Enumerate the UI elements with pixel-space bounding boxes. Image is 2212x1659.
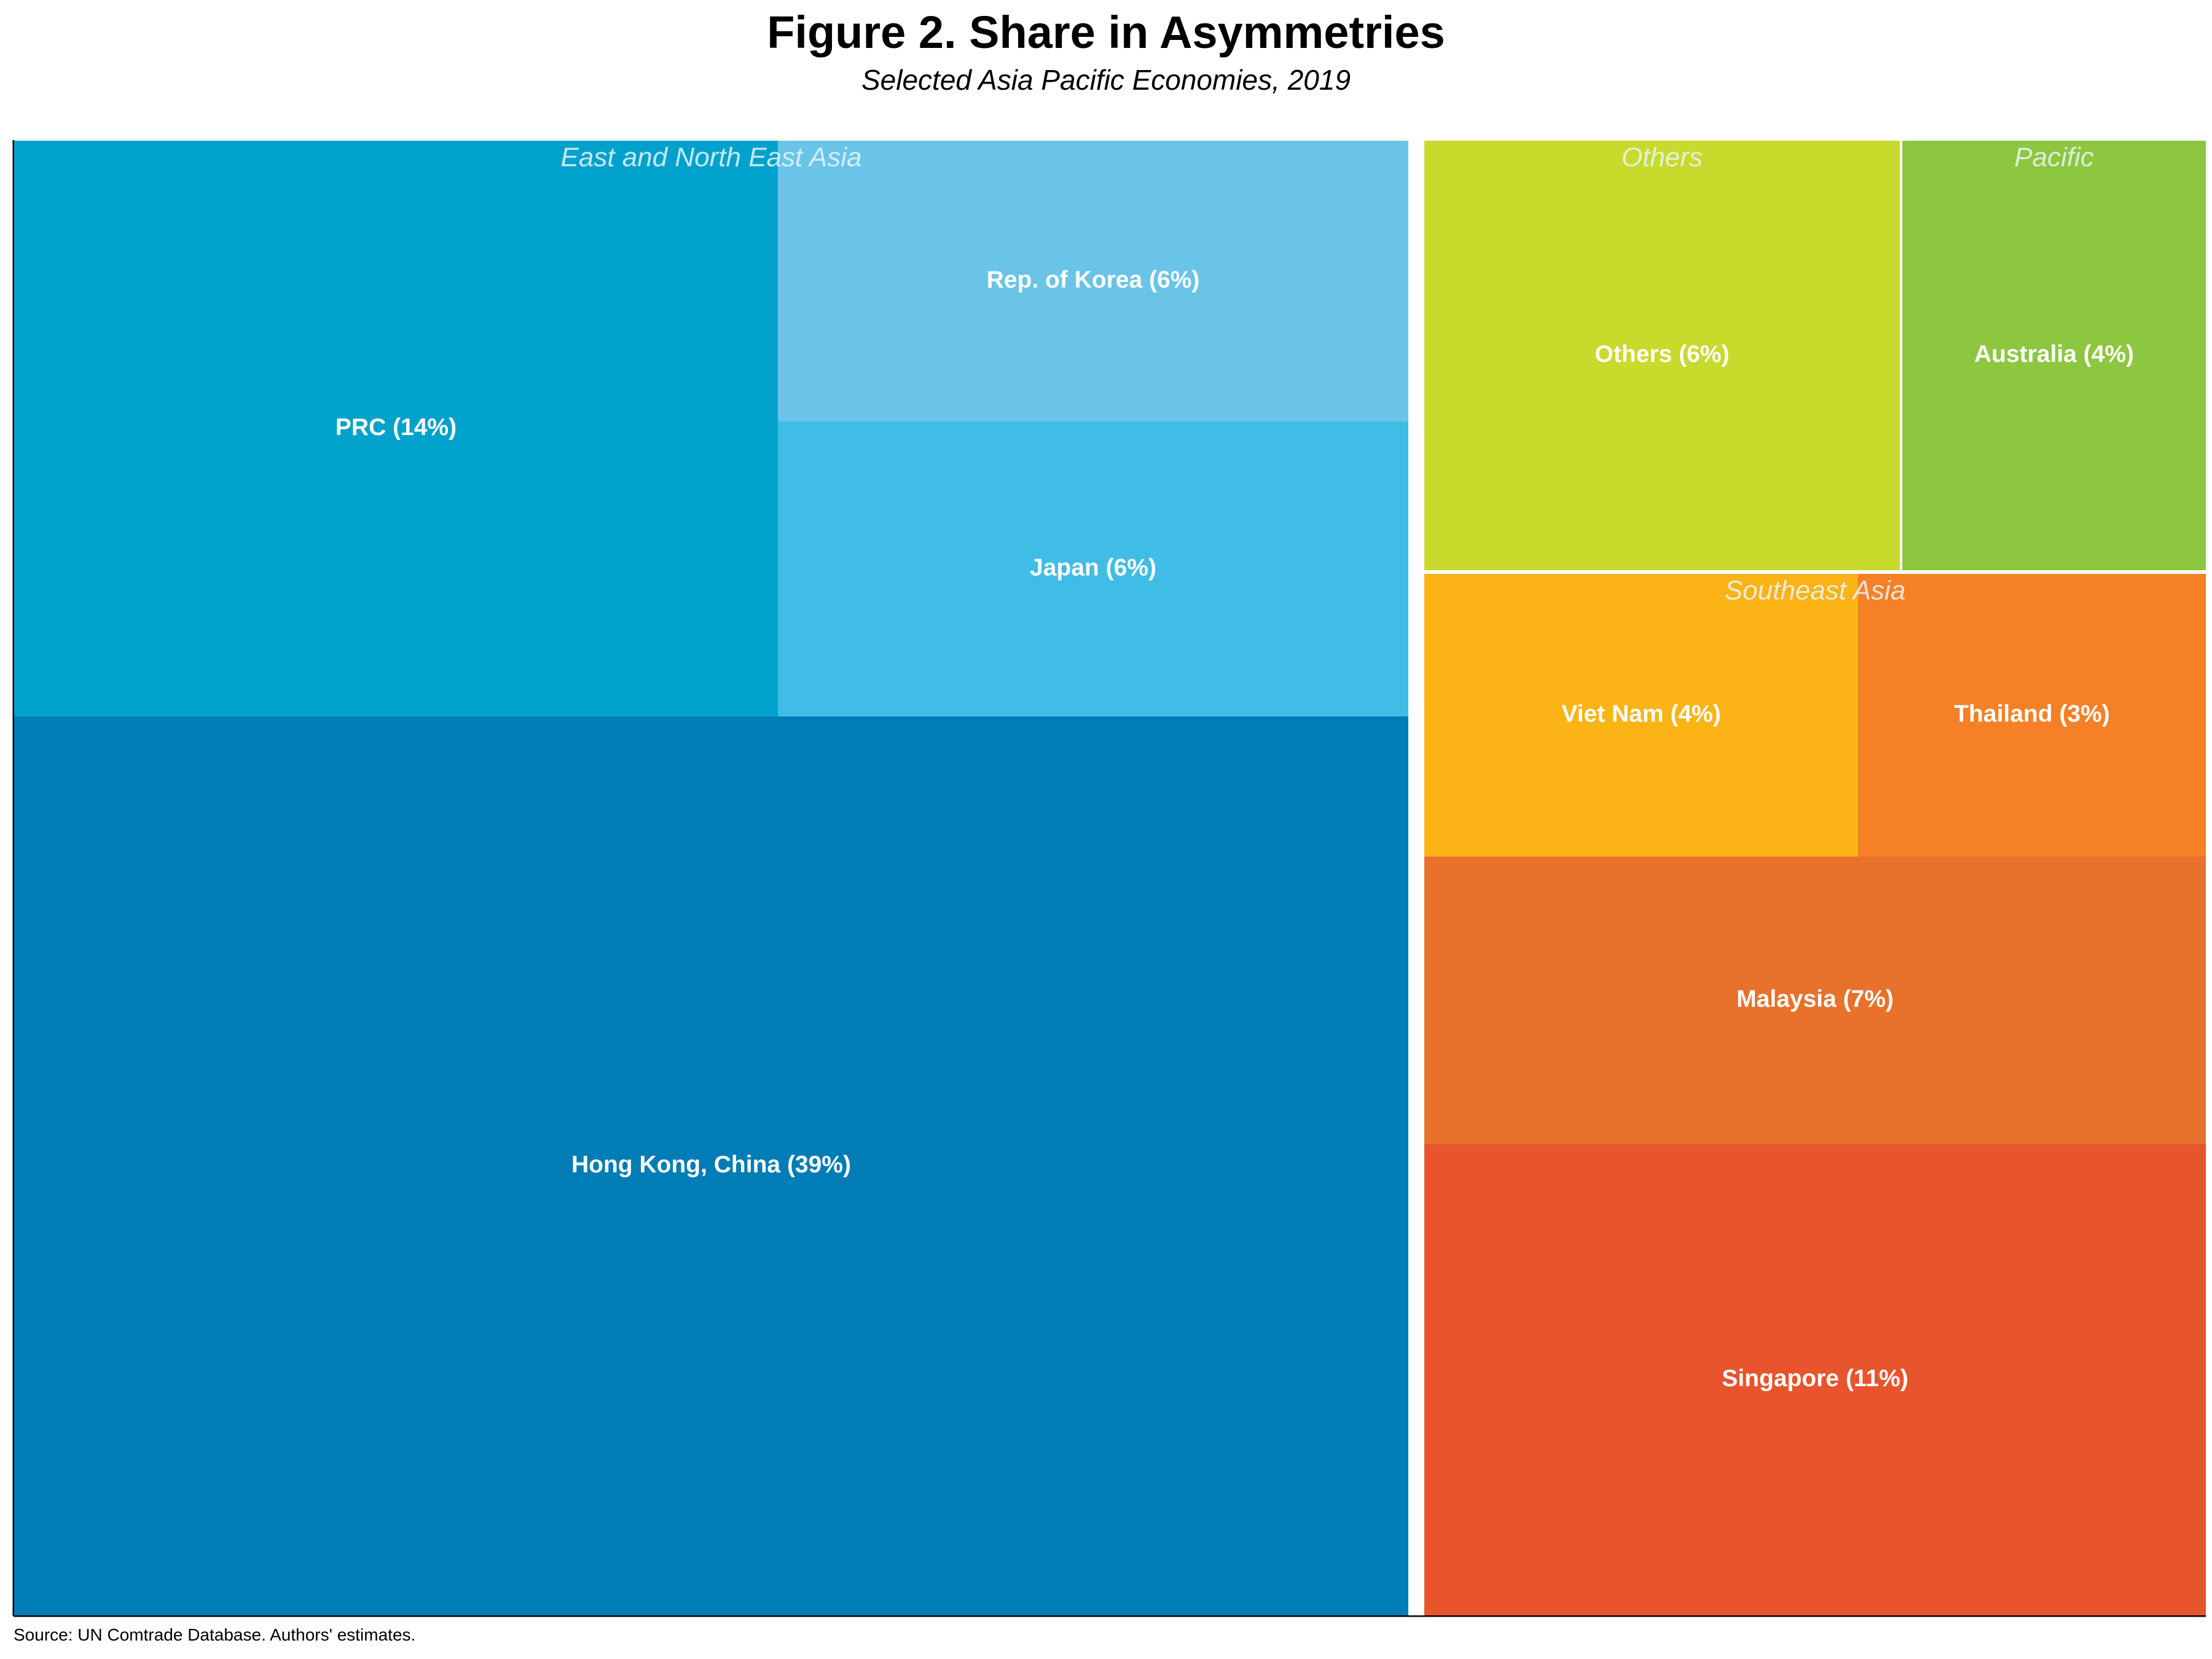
tile-label-australia: Australia (4%) [1974, 341, 2134, 367]
chart-title: Figure 2. Share in Asymmetries [767, 7, 1445, 58]
tile-label-singapore: Singapore (11%) [1722, 1365, 1908, 1392]
group-separator-others-pacific [1900, 141, 1902, 570]
tile-label-viet-nam: Viet Nam (4%) [1561, 700, 1720, 727]
tile-rep-of-korea [778, 141, 1408, 422]
tile-label-malaysia: Malaysia (7%) [1736, 986, 1894, 1012]
tile-label-japan: Japan (6%) [1030, 554, 1156, 581]
group-separator-vertical [1408, 141, 1424, 1615]
chart-subtitle: Selected Asia Pacific Economies, 2019 [861, 64, 1351, 96]
tile-label-hong-kong-china: Hong Kong, China (39%) [571, 1151, 851, 1178]
group-label-others: Others [1622, 143, 1703, 173]
tile-label-thailand: Thailand (3%) [1954, 700, 2110, 727]
tile-label-others: Others (6%) [1595, 341, 1730, 367]
tile-australia [1902, 141, 2206, 570]
group-separator-horizontal [1424, 570, 2206, 574]
group-label-southeast-asia: Southeast Asia [1725, 576, 1905, 606]
tile-label-prc: PRC (14%) [335, 414, 457, 441]
group-label-east-and-north-east-asia: East and North East Asia [561, 143, 862, 173]
tile-prc [14, 141, 778, 716]
source-note: Source: UN Comtrade Database. Authors' e… [14, 1625, 416, 1644]
tile-label-rep-of-korea: Rep. of Korea (6%) [987, 267, 1200, 293]
tile-singapore [1424, 1144, 2206, 1615]
tile-hong-kong-china [14, 716, 1408, 1615]
group-label-pacific: Pacific [2014, 143, 2094, 173]
tile-malaysia [1424, 857, 2206, 1144]
tile-thailand [1858, 574, 2206, 857]
tile-viet-nam [1424, 574, 1858, 857]
tile-others [1424, 141, 1900, 570]
tile-japan [778, 422, 1408, 716]
